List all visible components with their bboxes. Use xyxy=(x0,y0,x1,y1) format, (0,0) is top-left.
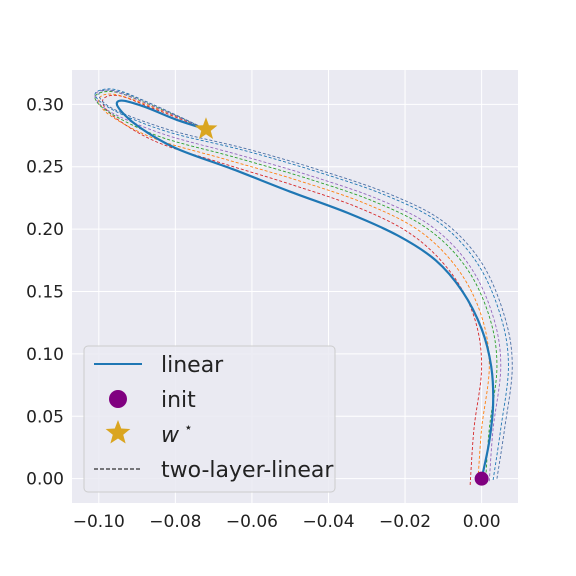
series-two-layer-line xyxy=(94,91,498,483)
y-tick-label: 0.15 xyxy=(26,282,64,302)
series-layer xyxy=(94,88,513,485)
legend-wstar-label: w ⋆ xyxy=(161,420,193,448)
markers-layer xyxy=(194,117,489,486)
legend-init-swatch xyxy=(109,390,127,408)
series-two-layer-line xyxy=(102,94,483,485)
y-tick-label: 0.00 xyxy=(26,470,64,490)
w-star-point-marker xyxy=(194,117,218,139)
series-two-layer-line xyxy=(94,89,502,482)
x-tick-label: −0.08 xyxy=(149,512,201,532)
series-two-layer-line xyxy=(98,89,513,479)
x-tick-label: −0.10 xyxy=(73,512,125,532)
y-tick-label: 0.30 xyxy=(26,95,64,115)
init-point-marker xyxy=(474,471,489,486)
x-axis: −0.10 −0.08 −0.06 −0.04 −0.02 0.00 xyxy=(73,512,501,532)
x-tick-label: −0.02 xyxy=(379,512,431,532)
x-tick-label: −0.04 xyxy=(302,512,354,532)
series-two-layer-line xyxy=(94,88,509,480)
x-tick-label: 0.00 xyxy=(463,512,501,532)
legend-linear-label: linear xyxy=(161,353,224,378)
legend: linear init w ⋆ two-layer-linear xyxy=(83,345,336,493)
series-linear-line xyxy=(115,99,495,479)
legend-two-layer-label: two-layer-linear xyxy=(161,458,334,483)
y-tick-label: 0.05 xyxy=(26,407,64,427)
y-axis: 0.00 0.05 0.10 0.15 0.20 0.25 0.30 xyxy=(26,95,64,489)
y-tick-label: 0.25 xyxy=(26,158,64,178)
legend-wstar-base: w xyxy=(161,423,180,448)
legend-wstar-sup: ⋆ xyxy=(184,420,193,436)
y-tick-label: 0.20 xyxy=(26,220,64,240)
legend-star-swatch xyxy=(105,420,131,444)
legend-box xyxy=(83,345,336,493)
x-tick-label: −0.06 xyxy=(226,512,278,532)
y-tick-label: 0.10 xyxy=(26,345,64,365)
legend-init-label: init xyxy=(161,388,196,413)
